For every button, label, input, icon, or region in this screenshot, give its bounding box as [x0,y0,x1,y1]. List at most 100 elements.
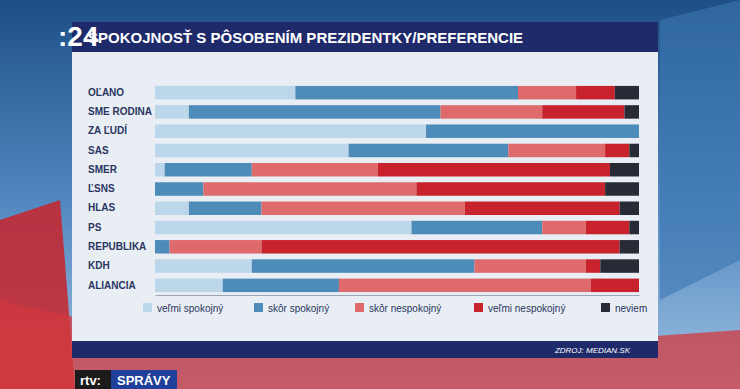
bar-segment [542,221,586,234]
bar-segment [620,202,639,215]
legend-item: skôr spokojný [254,303,329,314]
bar-segment [605,144,629,157]
tick: ALIANCIA [88,280,155,291]
title-bar [72,22,658,52]
bar-segment [189,105,441,118]
bar-segment [223,279,339,292]
tick: ĽSNS [88,183,155,194]
legend-item: skôr nespokojný [355,303,441,314]
legend-item: neviem [601,303,647,314]
tick: SAS [88,145,155,156]
bar-segment [252,163,378,176]
plot-area [155,86,639,292]
legend-swatch [474,303,483,312]
bar-segment [620,240,639,253]
tick: KDH [88,260,155,271]
bar-segment [639,124,640,137]
bar-segment [591,279,639,292]
bar-segment [155,105,189,118]
badge-text: SPRÁVY [117,373,171,388]
bar-segment [416,182,605,195]
bar-segment [605,182,639,195]
y-axis: OĽANOSME RODINAZA ĽUDÍSASSMERĽSNSHLASPSR… [88,87,155,291]
bar-segment [170,240,262,253]
bar-segment [349,144,509,157]
badge [75,370,111,389]
bar-segment [155,144,349,157]
bar-segment [639,279,640,292]
bar-segment [441,105,543,118]
category-label: HLAS [88,202,116,213]
bar-segment [508,144,605,157]
bar-segment [295,86,518,99]
bar-segment [155,279,223,292]
bar-segment [542,105,624,118]
legend-label: veľmi spokojný [157,303,223,314]
category-label: ALIANCIA [88,280,136,291]
tick: SMER [88,164,155,175]
series [155,86,639,292]
bar-segment [378,163,610,176]
series [261,86,639,292]
category-label: SMER [88,164,118,175]
category-label: SME RODINA [88,106,152,117]
tick: HLAS [88,202,155,213]
category-label: ĽSNS [88,183,115,194]
legend-swatch [601,303,610,312]
bar-segment [600,259,639,272]
tick: PS [88,222,155,233]
background [0,0,740,389]
canvas: SPOKOJNOSŤ S PÔSOBENÍM PREZIDENTKY/PREFE… [0,0,740,389]
bar-segment [576,86,615,99]
bar-segment [261,202,464,215]
bar-segment [339,279,591,292]
bar-segment [155,86,295,99]
background-shape [660,0,740,300]
series [170,86,606,292]
bar-segment [624,105,639,118]
category-label: OĽANO [88,87,124,98]
legend-swatch [143,303,152,312]
legend: veľmi spokojný skôr spokojný skôr nespokoj… [143,303,647,314]
badge-text: rtv: [80,373,101,388]
bar-segment [155,221,412,234]
tick: SME RODINA [88,106,155,117]
legend-swatch [254,303,263,312]
category-label: ZA ĽUDÍ [88,124,127,136]
panel [72,22,658,358]
bar-segment [155,163,165,176]
bar-segment [252,259,475,272]
bar-segment [639,124,640,137]
source: ZDROJ: MEDIAN.SK [554,346,631,355]
bar-segment [155,202,189,215]
bar-segment [629,144,639,157]
bar-segment [629,221,639,234]
bar-segment [465,202,620,215]
bar-segment [615,86,639,99]
tick: OĽANO [88,87,155,98]
legend-item: veľmi spokojný [143,303,223,314]
bar-segment [165,163,252,176]
logo: :24 [58,21,99,52]
legend-label: skôr spokojný [268,303,329,314]
bar-segment [639,124,640,137]
legend-item: veľmi nespokojný [474,303,565,314]
legend-label: skôr nespokojný [369,303,441,314]
bar-segment [203,182,416,195]
bar-segment [474,259,585,272]
category-label: SAS [88,145,109,156]
bar-segment [155,240,170,253]
bar-segment [155,182,203,195]
bar-segment [189,202,262,215]
series [600,86,639,273]
badge [111,370,177,389]
bar-segment [518,86,576,99]
title: SPOKOJNOSŤ S PÔSOBENÍM PREZIDENTKY/PREFE… [88,29,523,46]
category-label: KDH [88,260,110,271]
legend-label: neviem [615,303,647,314]
bar-segment [586,221,630,234]
axis-line [156,295,640,296]
bar-segment [586,259,601,272]
tick: ZA ĽUDÍ [88,124,155,136]
bar-segment [261,240,619,253]
